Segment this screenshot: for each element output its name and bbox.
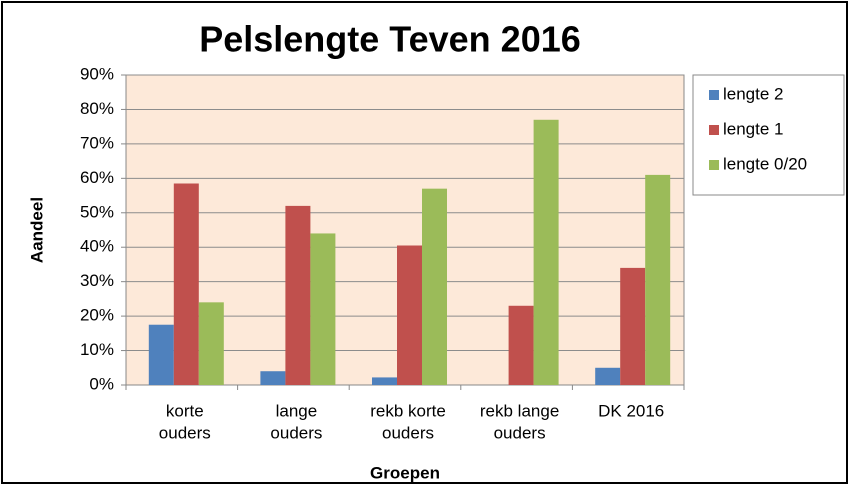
y-tick-label: 30% [80,271,114,290]
legend-label: lengte 0/20 [723,154,807,173]
y-tick-label: 70% [80,133,114,152]
x-tick-label: ouders [159,423,211,442]
y-tick-label: 40% [80,237,114,256]
bar [198,302,224,385]
legend-swatch [709,90,719,100]
y-tick-label: 20% [80,306,114,325]
y-tick-label: 80% [80,99,114,118]
legend-swatch [709,125,719,135]
x-tick-label: lange [276,401,318,420]
bar [595,367,621,385]
bar [422,188,447,385]
y-tick-label: 90% [80,64,114,83]
bar [645,174,671,385]
x-axis-label: Groepen [370,463,440,482]
y-tick-label: 50% [80,202,114,221]
bar [372,377,397,385]
legend-swatch [709,160,719,170]
bar [397,245,422,385]
x-tick-label: DK 2016 [598,401,664,420]
bar [260,371,286,385]
y-tick-label: 10% [80,340,114,359]
bar [620,267,646,385]
y-tick-label: 0% [89,374,114,393]
bar [508,305,534,385]
x-tick-label: ouders [494,423,546,442]
bar [285,205,311,385]
chart-title: Pelslengte Teven 2016 [199,19,581,60]
x-tick-label: korte [166,401,204,420]
x-tick-label: rekb korte [370,401,446,420]
bar [310,233,336,385]
bar [173,183,199,385]
legend-label: lengte 1 [723,119,784,138]
x-tick-label: rekb lange [480,401,559,420]
bar [533,119,559,386]
x-tick-label: ouders [270,423,322,442]
legend-label: lengte 2 [723,84,784,103]
y-axis-label: Aandeel [27,197,46,263]
y-tick-label: 60% [80,168,114,187]
bar [148,324,174,385]
x-tick-label: ouders [382,423,434,442]
